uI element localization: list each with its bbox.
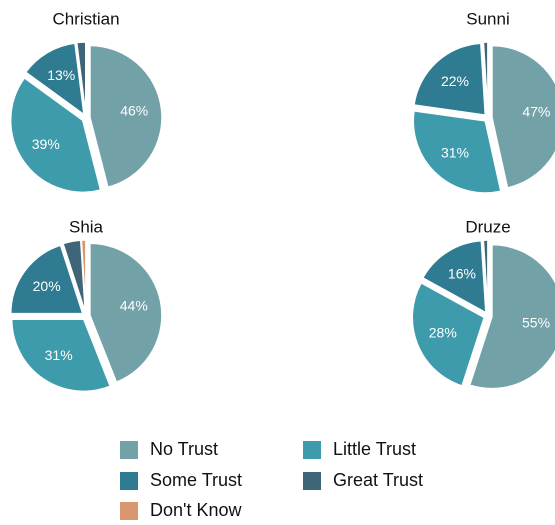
pie-slice bbox=[11, 318, 112, 393]
value-label: 20% bbox=[33, 278, 61, 294]
pie-slice bbox=[421, 239, 487, 314]
chart-title: Druze bbox=[465, 217, 510, 236]
legend-swatch bbox=[303, 472, 321, 490]
legend-swatch bbox=[303, 441, 321, 459]
value-label: 55% bbox=[522, 314, 550, 330]
legend-swatch bbox=[120, 441, 138, 459]
value-label: 46% bbox=[120, 103, 148, 119]
pie-slice bbox=[468, 243, 555, 390]
pie-slice bbox=[89, 44, 163, 189]
pie-slice bbox=[491, 44, 555, 189]
chart-title: Sunni bbox=[466, 9, 509, 28]
pie-slice bbox=[10, 244, 84, 315]
legend-label: Don't Know bbox=[150, 500, 242, 520]
value-label: 22% bbox=[441, 73, 469, 89]
legend-swatch bbox=[120, 472, 138, 490]
legend-label: Great Trust bbox=[333, 470, 423, 490]
value-label: 31% bbox=[45, 347, 73, 363]
value-label: 39% bbox=[32, 136, 60, 152]
legend-label: Little Trust bbox=[333, 439, 416, 459]
pie-slice bbox=[412, 110, 502, 194]
pie-slice bbox=[413, 42, 487, 116]
legend-label: No Trust bbox=[150, 439, 218, 459]
chart-title: Christian bbox=[52, 9, 119, 28]
value-label: 31% bbox=[441, 144, 469, 160]
pie-slice bbox=[80, 239, 87, 313]
value-label: 28% bbox=[429, 325, 457, 341]
value-label: 47% bbox=[522, 103, 550, 119]
pie-slice bbox=[482, 239, 489, 313]
value-label: 44% bbox=[120, 298, 148, 314]
pie-slice bbox=[24, 42, 85, 117]
value-label: 16% bbox=[448, 266, 476, 282]
legend-swatch bbox=[120, 502, 138, 520]
legend-label: Some Trust bbox=[150, 470, 242, 490]
pie-slice bbox=[482, 41, 489, 115]
pie-slice bbox=[89, 242, 163, 384]
pie-slice bbox=[75, 41, 87, 115]
value-label: 13% bbox=[47, 67, 75, 83]
chart-title: Shia bbox=[69, 217, 104, 236]
pie-slice bbox=[10, 76, 102, 193]
pie-slice bbox=[411, 281, 486, 387]
